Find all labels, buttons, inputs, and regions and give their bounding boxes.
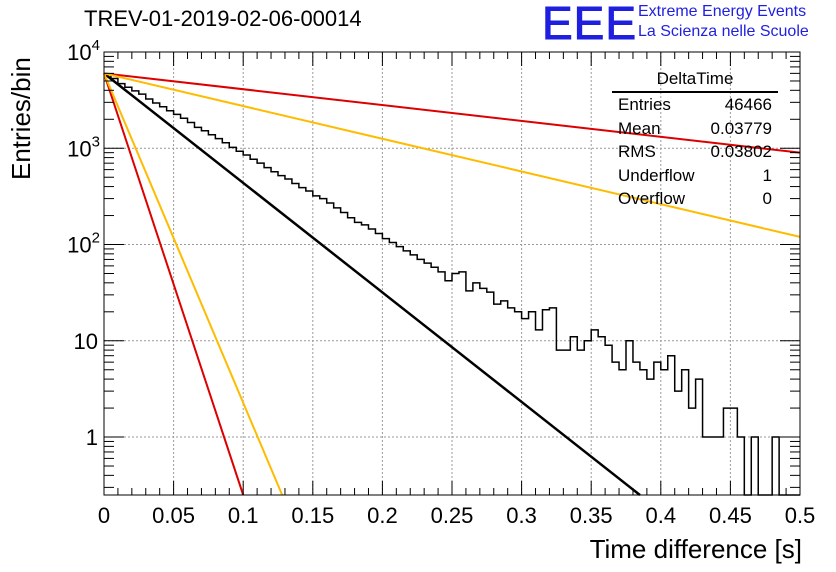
x-tick-label: 0.2 xyxy=(367,503,398,528)
stats-row: Mean 0.03779 xyxy=(612,117,778,141)
y-axis-label: Entries/bin xyxy=(6,57,36,180)
x-tick-labels: 0 0.05 0.1 0.15 0.2 0.25 0.3 0.35 0.4 0.45 0.5 xyxy=(98,503,815,528)
fit-line xyxy=(103,72,641,496)
stats-value: 1 xyxy=(762,165,772,185)
histogram-outline xyxy=(104,74,800,496)
y-tick-label: 1 xyxy=(86,425,98,450)
logo-line-1: Extreme Energy Events xyxy=(638,3,807,20)
x-tick-label: 0.45 xyxy=(709,503,752,528)
axis-ticks xyxy=(103,51,801,495)
y-tick-label: 103 xyxy=(67,133,100,161)
fit-lines xyxy=(103,72,801,496)
stats-label: Entries xyxy=(618,95,671,114)
stats-label: Underflow xyxy=(618,165,695,185)
stats-box: DeltaTime Entries 46466 Mean 0.03779 RMS 0.… xyxy=(612,68,778,211)
x-tick-label: 0.25 xyxy=(431,503,474,528)
y-tick-label: 104 xyxy=(67,37,100,65)
x-tick-label: 0 xyxy=(98,503,110,528)
fit-line xyxy=(103,72,801,238)
x-tick-label: 0.35 xyxy=(570,503,613,528)
stats-value: 0 xyxy=(762,189,772,208)
x-tick-label: 0.15 xyxy=(291,503,334,528)
x-axis-label: Time difference [s] xyxy=(589,534,802,564)
x-tick-label: 0.05 xyxy=(152,503,195,528)
histogram xyxy=(104,74,800,496)
x-tick-label: 0.1 xyxy=(228,503,259,528)
x-tick-label: 0.4 xyxy=(646,503,677,528)
chart-title: TREV-01-2019-02-06-00014 xyxy=(84,6,362,31)
stats-value: 46466 xyxy=(724,95,772,114)
eee-logo: EEE xyxy=(541,0,638,49)
y-tick-label: 10 xyxy=(74,329,98,354)
fit-line xyxy=(103,73,245,496)
stats-label: Overflow xyxy=(618,189,686,208)
stats-label: Mean xyxy=(618,118,661,138)
x-tick-label: 0.5 xyxy=(785,503,816,528)
stats-value: 0.03779 xyxy=(710,118,772,138)
stats-row: Overflow 0 xyxy=(612,187,778,211)
stats-name: DeltaTime xyxy=(612,68,778,93)
stats-row: Entries 46466 xyxy=(612,93,778,117)
stats-label: RMS xyxy=(618,142,656,161)
stats-row: Underflow 1 xyxy=(612,164,778,188)
y-tick-label: 102 xyxy=(67,230,100,258)
x-tick-label: 0.3 xyxy=(506,503,537,528)
fit-line xyxy=(103,72,284,496)
fit-line xyxy=(103,72,801,154)
stats-value: 0.03802 xyxy=(710,142,772,161)
stats-row: RMS 0.03802 xyxy=(612,140,778,164)
logo-line-2: La Scienza nelle Scuole xyxy=(638,23,809,40)
